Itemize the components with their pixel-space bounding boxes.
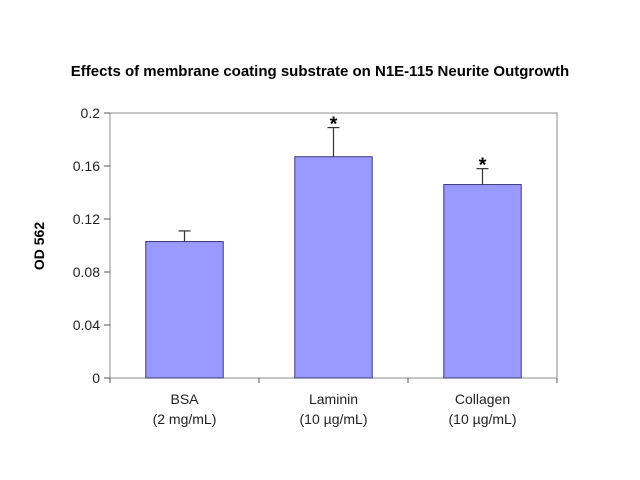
y-tick-label: 0.12 (73, 211, 100, 227)
category-label: Laminin (309, 391, 358, 407)
category-label: (2 mg/mL) (153, 411, 217, 427)
x-axis: BSA (2 mg/mL) Laminin (10 µg/mL) Collagen (10… (109, 378, 558, 427)
y-tick-label: 0 (92, 370, 100, 386)
y-axis: 0 0.04 0.08 0.12 0.16 0.2 (73, 105, 110, 386)
category-label: (10 µg/mL) (300, 411, 368, 427)
bar (294, 156, 373, 379)
y-tick-label: 0.2 (81, 105, 101, 121)
y-tick-label: 0.08 (73, 264, 100, 280)
y-tick-label: 0.16 (73, 158, 100, 174)
y-axis-label: OD 562 (31, 222, 47, 270)
bars: ** (145, 114, 522, 379)
chart-title: Effects of membrane coating substrate on… (71, 63, 569, 80)
significance-marker: * (479, 155, 487, 177)
category-label: (10 µg/mL) (449, 411, 517, 427)
bar (443, 184, 522, 379)
category-label: BSA (170, 391, 199, 407)
significance-marker: * (330, 114, 338, 136)
category-label: Collagen (455, 391, 510, 407)
bar (145, 241, 224, 379)
y-tick-label: 0.04 (73, 317, 100, 333)
